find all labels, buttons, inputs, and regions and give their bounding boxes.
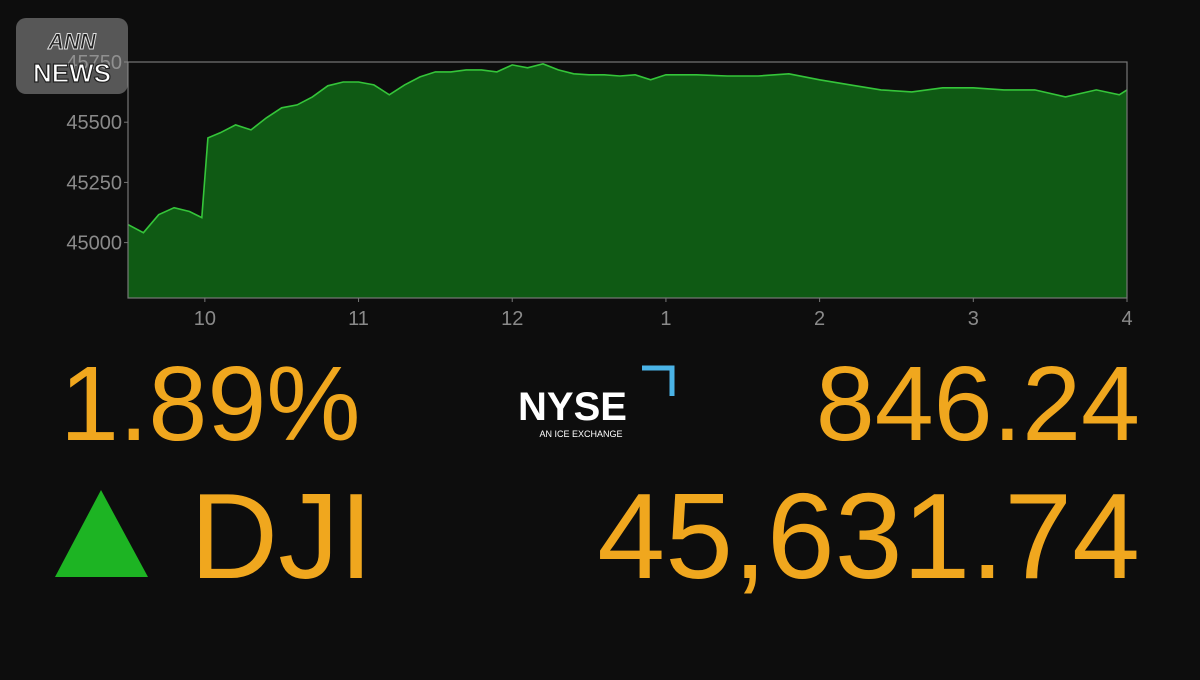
chart: 450004525045500457501011121234 — [66, 52, 1132, 330]
watermark-text: ANN — [47, 29, 97, 54]
up-arrow — [55, 490, 148, 577]
watermark-box — [16, 18, 128, 94]
percent-change: 1.89% — [60, 345, 361, 463]
y-tick-label: 45000 — [66, 233, 122, 255]
logo-name: NYSE — [518, 385, 627, 429]
x-tick-label: 12 — [501, 308, 523, 330]
plot-frame — [127, 61, 1128, 299]
line — [127, 63, 1128, 234]
y-tick-label: 45500 — [66, 112, 122, 134]
x-tick-label: 2 — [814, 308, 825, 330]
point-change: 846.24 — [816, 345, 1140, 463]
x-tick-label: 4 — [1121, 308, 1132, 330]
watermark-text: NEWS — [33, 58, 111, 88]
y-tick-label: 45250 — [66, 172, 122, 194]
x-tick-label: 11 — [348, 308, 369, 330]
index-level: 45,631.74 — [597, 468, 1140, 604]
logo-bracket — [642, 365, 675, 396]
x-tick-label: 1 — [660, 308, 671, 330]
x-tick-label: 3 — [968, 308, 979, 330]
x-tick-label: 10 — [194, 308, 216, 330]
area — [128, 63, 1127, 299]
logo-tagline: AN ICE EXCHANGE — [539, 429, 622, 439]
index-name: DJI — [190, 468, 373, 604]
